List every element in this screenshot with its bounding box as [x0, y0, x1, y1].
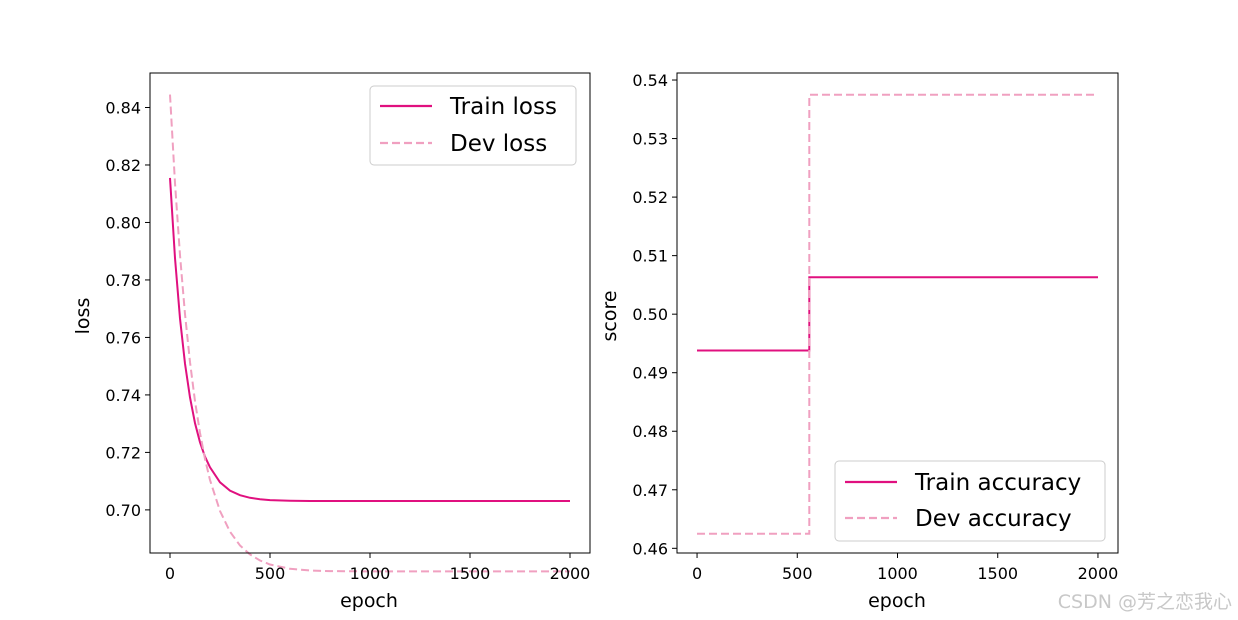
- accuracy-legend: Train accuracy Dev accuracy: [834, 460, 1106, 542]
- loss-y-tick-label: 0.74: [105, 386, 141, 405]
- loss-y-tick-label: 0.80: [105, 213, 141, 232]
- accuracy-x-axis-label: epoch: [868, 590, 926, 612]
- accuracy-legend-box: [834, 460, 1106, 542]
- accuracy-y-tick-label: 0.52: [632, 188, 668, 207]
- loss-plot-area: [169, 94, 570, 573]
- accuracy-y-axis-label: score: [599, 290, 621, 341]
- loss-y-axis-label: loss: [72, 298, 94, 335]
- series-line-train-accuracy: [697, 276, 1098, 352]
- accuracy-y-tick-label: 0.50: [632, 305, 668, 324]
- accuracy-y-tick-label: 0.47: [632, 481, 668, 500]
- accuracy-y-tick-label: 0.48: [632, 422, 668, 441]
- accuracy-y-tick-label: 0.54: [632, 71, 668, 90]
- loss-ticks: 0 500 1000 1500 2000 0.70 0.72 0.74 0.76 0.78 0.80…: [105, 98, 590, 583]
- loss-x-tick-label: 2000: [550, 564, 591, 583]
- legend-label-dev-accuracy: Dev accuracy: [915, 506, 1072, 532]
- loss-x-tick-label: 0: [165, 564, 175, 583]
- loss-x-tick-label: 1000: [350, 564, 391, 583]
- loss-x-tick-label: 1500: [450, 564, 491, 583]
- series-line-train-loss: [169, 177, 570, 502]
- accuracy-x-tick-label: 0: [692, 564, 702, 583]
- legend-label-train-loss: Train loss: [449, 94, 557, 120]
- accuracy-x-tick-label: 1000: [877, 564, 918, 583]
- accuracy-chart: 0 500 1000 1500 2000 0.46 0.47 0.48 0.49 0.50 0.51…: [599, 71, 1119, 612]
- accuracy-x-tick-label: 500: [782, 564, 813, 583]
- accuracy-ticks: 0 500 1000 1500 2000 0.46 0.47 0.48 0.49 0.50 0.51…: [632, 71, 1118, 583]
- series-line-dev-accuracy: [697, 93, 1098, 535]
- accuracy-plot-area: [697, 93, 1098, 535]
- legend-label-train-accuracy: Train accuracy: [914, 470, 1081, 496]
- loss-y-tick-label: 0.72: [105, 443, 141, 462]
- loss-x-tick-label: 500: [255, 564, 286, 583]
- loss-legend: Train loss Dev loss: [369, 85, 577, 166]
- loss-y-tick-label: 0.76: [105, 328, 141, 347]
- loss-chart: 0 500 1000 1500 2000 0.70 0.72 0.74 0.76 0.78 0.80…: [72, 72, 591, 612]
- loss-x-axis-label: epoch: [340, 590, 398, 612]
- legend-label-dev-loss: Dev loss: [450, 131, 547, 157]
- accuracy-x-tick-label: 2000: [1078, 564, 1119, 583]
- loss-y-tick-label: 0.70: [105, 501, 141, 520]
- accuracy-y-tick-label: 0.51: [632, 247, 668, 266]
- loss-y-tick-label: 0.78: [105, 271, 141, 290]
- loss-y-tick-label: 0.82: [105, 156, 141, 175]
- accuracy-y-tick-label: 0.46: [632, 539, 668, 558]
- accuracy-y-tick-label: 0.49: [632, 364, 668, 383]
- accuracy-x-tick-label: 1500: [977, 564, 1018, 583]
- loss-y-tick-label: 0.84: [105, 98, 141, 117]
- watermark-text: CSDN @芳之恋我心: [1058, 591, 1232, 613]
- accuracy-y-tick-label: 0.53: [632, 130, 668, 149]
